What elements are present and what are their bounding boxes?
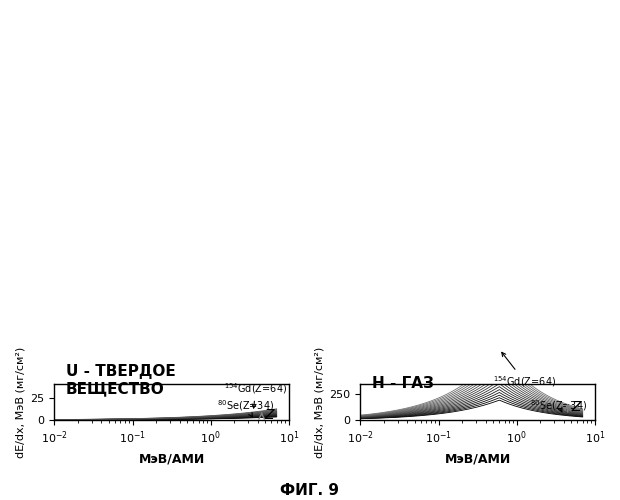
Y-axis label: dE/dx, МэВ (мг/см²): dE/dx, МэВ (мг/см²) bbox=[314, 346, 324, 458]
X-axis label: МэВ/АМИ: МэВ/АМИ bbox=[445, 452, 511, 465]
X-axis label: МэВ/АМИ: МэВ/АМИ bbox=[138, 452, 205, 465]
Text: $^{80}$Se(Z=34): $^{80}$Se(Z=34) bbox=[530, 398, 588, 413]
Text: Z: Z bbox=[571, 400, 581, 414]
Text: $^{154}$Gd(Z=64): $^{154}$Gd(Z=64) bbox=[224, 381, 288, 408]
Text: Н - ГАЗ: Н - ГАЗ bbox=[372, 376, 434, 392]
Text: U - ТВЕРДОЕ
ВЕЩЕСТВО: U - ТВЕРДОЕ ВЕЩЕСТВО bbox=[66, 364, 176, 396]
Text: ФИГ. 9: ФИГ. 9 bbox=[280, 483, 340, 498]
Text: Z: Z bbox=[264, 408, 273, 422]
Text: $^{154}$Gd(Z=64): $^{154}$Gd(Z=64) bbox=[493, 352, 556, 389]
Text: $^{80}$Se(Z=34): $^{80}$Se(Z=34) bbox=[217, 398, 274, 417]
Y-axis label: dE/dx, МэВ (мг/см²): dE/dx, МэВ (мг/см²) bbox=[15, 346, 25, 458]
